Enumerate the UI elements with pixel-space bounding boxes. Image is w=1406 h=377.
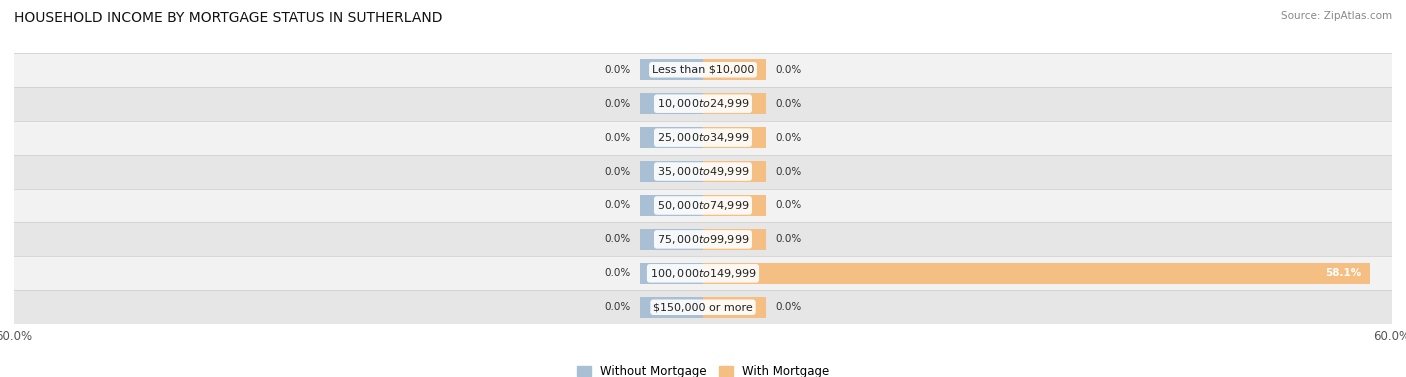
- Text: 0.0%: 0.0%: [775, 302, 801, 312]
- Bar: [14, 53, 1392, 87]
- Text: 0.0%: 0.0%: [775, 201, 801, 210]
- Text: $50,000 to $74,999: $50,000 to $74,999: [657, 199, 749, 212]
- Bar: [703, 59, 766, 80]
- Bar: [14, 290, 1392, 324]
- Text: $75,000 to $99,999: $75,000 to $99,999: [657, 233, 749, 246]
- Text: $35,000 to $49,999: $35,000 to $49,999: [657, 165, 749, 178]
- Bar: [703, 127, 766, 148]
- Text: 0.0%: 0.0%: [775, 167, 801, 176]
- Legend: Without Mortgage, With Mortgage: Without Mortgage, With Mortgage: [576, 365, 830, 377]
- Text: 0.0%: 0.0%: [605, 167, 631, 176]
- Text: 0.0%: 0.0%: [605, 302, 631, 312]
- Bar: [703, 195, 766, 216]
- Text: $150,000 or more: $150,000 or more: [654, 302, 752, 312]
- Bar: [640, 263, 703, 284]
- Bar: [703, 263, 1369, 284]
- Text: $100,000 to $149,999: $100,000 to $149,999: [650, 267, 756, 280]
- Bar: [14, 155, 1392, 188]
- Text: 0.0%: 0.0%: [605, 65, 631, 75]
- Bar: [14, 87, 1392, 121]
- Text: HOUSEHOLD INCOME BY MORTGAGE STATUS IN SUTHERLAND: HOUSEHOLD INCOME BY MORTGAGE STATUS IN S…: [14, 11, 443, 25]
- Bar: [640, 93, 703, 114]
- Bar: [640, 229, 703, 250]
- Bar: [14, 222, 1392, 256]
- Text: 0.0%: 0.0%: [775, 65, 801, 75]
- Text: 58.1%: 58.1%: [1324, 268, 1361, 278]
- Text: $25,000 to $34,999: $25,000 to $34,999: [657, 131, 749, 144]
- Text: 0.0%: 0.0%: [605, 133, 631, 143]
- Bar: [640, 161, 703, 182]
- Bar: [703, 93, 766, 114]
- Bar: [703, 161, 766, 182]
- Bar: [640, 195, 703, 216]
- Bar: [640, 127, 703, 148]
- Bar: [14, 256, 1392, 290]
- Bar: [14, 121, 1392, 155]
- Text: 0.0%: 0.0%: [605, 268, 631, 278]
- Bar: [640, 59, 703, 80]
- Text: $10,000 to $24,999: $10,000 to $24,999: [657, 97, 749, 110]
- Bar: [640, 297, 703, 318]
- Text: 0.0%: 0.0%: [605, 201, 631, 210]
- Text: Less than $10,000: Less than $10,000: [652, 65, 754, 75]
- Text: 0.0%: 0.0%: [775, 234, 801, 244]
- Bar: [14, 188, 1392, 222]
- Bar: [703, 229, 766, 250]
- Text: 0.0%: 0.0%: [605, 234, 631, 244]
- Text: Source: ZipAtlas.com: Source: ZipAtlas.com: [1281, 11, 1392, 21]
- Text: 0.0%: 0.0%: [775, 133, 801, 143]
- Text: 0.0%: 0.0%: [605, 99, 631, 109]
- Text: 0.0%: 0.0%: [775, 99, 801, 109]
- Bar: [703, 297, 766, 318]
